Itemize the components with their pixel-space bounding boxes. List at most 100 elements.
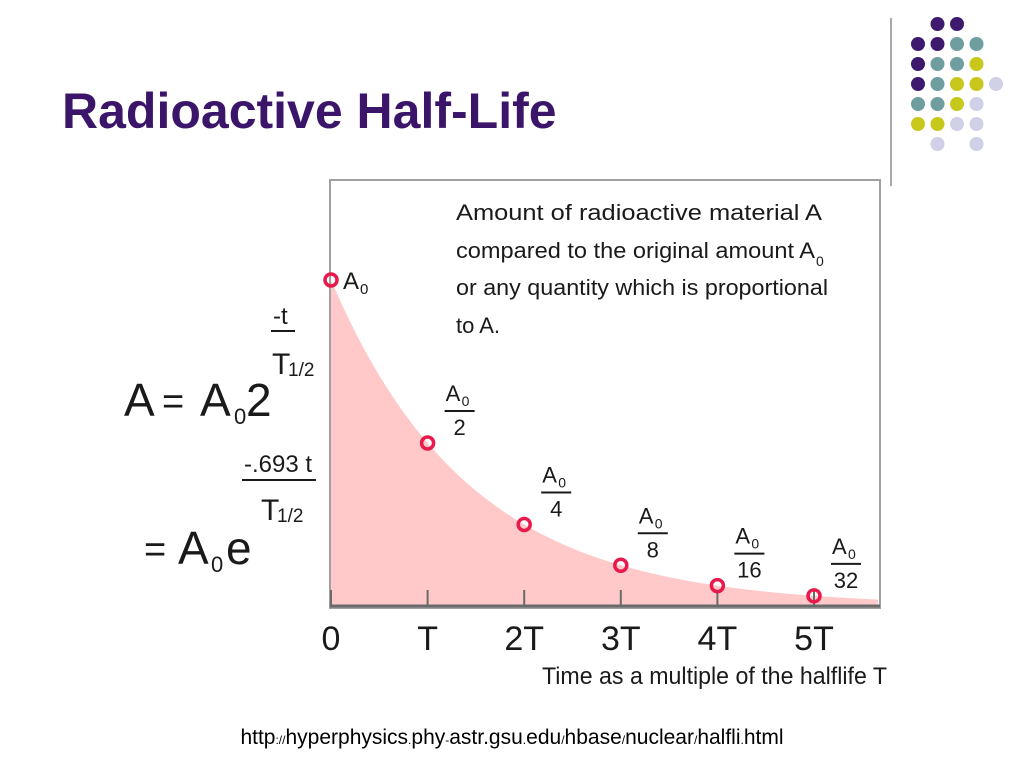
x-tick-label: T (417, 620, 438, 658)
point-label-sub: 0 (848, 546, 856, 562)
decorative-dot (930, 57, 945, 71)
data-point (806, 588, 822, 604)
decorative-dot (930, 77, 945, 91)
point-label-numerator: A (832, 534, 847, 559)
data-point (323, 272, 339, 288)
data-point (516, 516, 532, 533)
url-separator: - (445, 733, 450, 747)
url-separator: / (561, 733, 565, 747)
formula-equals-2: = (144, 529, 166, 571)
url-separator: / (693, 733, 698, 747)
x-tick-label: 3T (601, 620, 641, 658)
url-separator: / (621, 733, 626, 747)
annotation-line-3: or any quantity which is proportional (456, 275, 828, 300)
decorative-dot (969, 137, 984, 151)
annotation-line-1: Amount of radioactive material A (456, 200, 822, 225)
decay-formula: A = A 0 2 -t T 1/2 = A 0 e -.693 t T 1/2 (124, 303, 316, 577)
formula-base-two: 2 (246, 374, 272, 426)
decorative-dot (950, 57, 964, 71)
decorative-dot (950, 37, 964, 51)
point-label-denominator: 4 (550, 497, 562, 522)
point-label-numerator: A (446, 381, 461, 406)
point-label: A 0 2 (444, 381, 475, 440)
x-axis-ticks: 0 T 2T 3T 4T 5T (322, 590, 834, 658)
point-label-numerator: A (735, 524, 750, 549)
decorative-dot (930, 17, 945, 31)
point-label-sub: 0 (751, 536, 759, 552)
decorative-dot (911, 117, 925, 131)
exponent-1-denominator-base: T (272, 348, 290, 381)
url-part: edu (526, 726, 562, 749)
exponent-1-numerator: -t (273, 303, 288, 330)
decorative-dot (969, 37, 984, 51)
x-tick-label: 2T (504, 620, 544, 658)
point-label-sub: 0 (462, 393, 470, 409)
annotation: Amount of radioactive material A compare… (456, 200, 828, 338)
formula-base-e: e (226, 522, 252, 574)
formula-A0-sub-1: 0 (234, 404, 246, 429)
decorative-dot (969, 97, 984, 111)
point-label-sub: 0 (360, 281, 368, 298)
title-divider (890, 18, 892, 186)
url-part: hyperphysics (285, 726, 409, 749)
data-points (323, 272, 822, 604)
url-part: astr.gsu (449, 726, 523, 749)
data-point (709, 577, 726, 594)
url-part: hbase (564, 726, 622, 749)
annotation-line-2: compared to the original amount A (456, 238, 815, 263)
decorative-dot (930, 137, 945, 151)
url-part: halfli (697, 726, 741, 749)
point-label-sub: 0 (558, 475, 566, 491)
formula-equals-1: = (162, 381, 184, 423)
decorative-dot (930, 37, 945, 51)
decorative-dot (950, 77, 964, 91)
point-label-sub: 0 (655, 515, 663, 531)
point-label: A 0 32 (831, 534, 861, 593)
point-label-base: A (343, 268, 359, 295)
x-tick-label: 4T (698, 620, 738, 658)
decay-area (331, 280, 878, 606)
formula-A0-base-1: A (200, 374, 231, 426)
data-point (613, 557, 629, 573)
point-label-denominator: 32 (834, 568, 858, 593)
decorative-dot (950, 97, 964, 111)
url-part: nuclear (625, 726, 694, 749)
formula-A: A (124, 374, 155, 426)
point-label-denominator: 2 (453, 415, 465, 440)
annotation-line-4: to A. (456, 313, 500, 338)
x-axis-title: Time as a multiple of the halflife T (542, 663, 887, 690)
decorative-dot (930, 117, 945, 131)
exponent-2-denominator-base: T (261, 494, 279, 527)
source-url[interactable]: http://hyperphysics.phy-astr.gsu.edu/hba… (0, 726, 1024, 750)
url-scheme: http (240, 726, 276, 749)
decorative-dot-grid (911, 17, 1003, 151)
data-point (419, 435, 436, 451)
decorative-dot (969, 77, 984, 91)
url-separator: :// (275, 733, 286, 747)
url-part: html (743, 726, 784, 749)
exponent-1-denominator-sub: 1/2 (288, 360, 314, 381)
url-separator: . (408, 733, 412, 747)
point-label-numerator: A (542, 463, 557, 488)
annotation-subscript: 0 (816, 253, 824, 269)
decorative-dot (930, 97, 945, 111)
exponent-2-denominator-sub: 1/2 (277, 506, 303, 527)
decorative-dot (911, 57, 925, 71)
decorative-dot (911, 37, 925, 51)
point-label-denominator: 8 (647, 537, 659, 562)
decorative-dot (911, 97, 925, 111)
x-tick-label: 0 (322, 620, 341, 658)
decorative-dot (950, 117, 964, 131)
decorative-dot (911, 77, 925, 91)
formula-A0-sub-2: 0 (211, 552, 223, 577)
decorative-dot (969, 117, 984, 131)
url-part: phy (411, 726, 446, 749)
decorative-dot (950, 17, 964, 31)
exponent-2-numerator: -.693 t (244, 451, 312, 478)
point-label: A 0 16 (734, 524, 765, 583)
point-label-numerator: A (639, 503, 654, 528)
point-label-denominator: 16 (737, 558, 761, 583)
